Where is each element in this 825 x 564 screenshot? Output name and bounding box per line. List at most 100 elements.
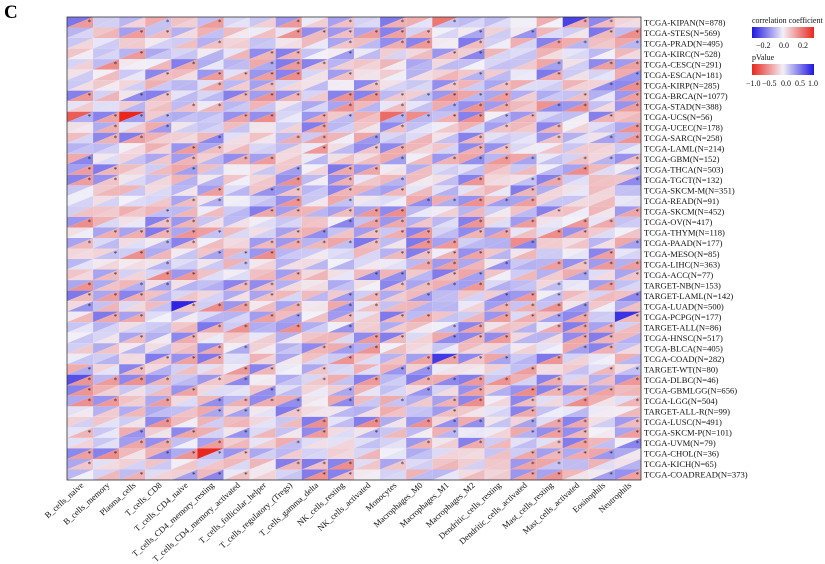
significance-star: * bbox=[557, 103, 561, 111]
heatmap-cell-corr bbox=[614, 448, 641, 459]
heatmap-cell-pvalue bbox=[327, 164, 354, 175]
heatmap-cell-pvalue bbox=[588, 374, 615, 386]
significance-star: * bbox=[479, 29, 483, 37]
heatmap-cell-pvalue bbox=[223, 259, 250, 270]
heatmap-cell-pvalue bbox=[275, 206, 302, 217]
heatmap-cell-corr bbox=[536, 122, 563, 133]
heatmap-cell-pvalue bbox=[614, 122, 641, 133]
significance-star: * bbox=[505, 303, 509, 311]
significance-star: * bbox=[218, 450, 222, 458]
heatmap-cell-corr bbox=[380, 353, 407, 365]
heatmap-cell-pvalue bbox=[119, 69, 146, 81]
heatmap-cell-corr bbox=[380, 280, 407, 291]
heatmap-cell-pvalue bbox=[588, 216, 615, 228]
heatmap-cell-corr bbox=[510, 206, 537, 217]
heatmap-cell-pvalue bbox=[614, 448, 641, 459]
heatmap-cell-corr bbox=[614, 17, 641, 28]
heatmap-cell-pvalue bbox=[536, 395, 563, 407]
heatmap-cell-pvalue bbox=[406, 48, 433, 60]
heatmap-cell-pvalue bbox=[327, 311, 354, 323]
heatmap-cell-corr bbox=[432, 227, 459, 238]
heatmap-cell-pvalue bbox=[301, 269, 328, 281]
heatmap-cell-pvalue bbox=[327, 111, 354, 123]
heatmap-cell-corr bbox=[301, 311, 328, 323]
significance-star: * bbox=[531, 460, 535, 468]
heatmap-cell-pvalue bbox=[354, 48, 381, 60]
heatmap-cell-pvalue bbox=[562, 280, 589, 291]
heatmap-cell-pvalue bbox=[510, 195, 537, 207]
significance-star: * bbox=[401, 176, 405, 184]
heatmap-cell-pvalue bbox=[223, 80, 250, 91]
row-label: TCGA-READ(N=91) bbox=[644, 196, 719, 206]
heatmap-cell-pvalue bbox=[562, 143, 589, 154]
heatmap-cell-corr bbox=[614, 353, 641, 365]
heatmap-cell-corr bbox=[562, 80, 589, 91]
heatmap-cell-corr bbox=[406, 469, 433, 480]
significance-star: * bbox=[427, 229, 431, 237]
heatmap-cell-pvalue bbox=[406, 385, 433, 396]
heatmap-cell-corr bbox=[119, 27, 146, 39]
significance-star: * bbox=[218, 250, 222, 258]
heatmap-cell-corr bbox=[301, 416, 328, 428]
heatmap-cell-corr bbox=[432, 322, 459, 333]
heatmap-cell-pvalue bbox=[223, 374, 250, 386]
significance-star: * bbox=[296, 71, 300, 79]
heatmap-cell-corr bbox=[301, 469, 328, 480]
heatmap-cell-pvalue bbox=[380, 101, 407, 112]
heatmap-cell-corr bbox=[327, 206, 354, 217]
heatmap-cell-pvalue bbox=[145, 364, 172, 375]
heatmap-cell-corr bbox=[380, 374, 407, 386]
heatmap-cell-pvalue bbox=[223, 248, 250, 260]
significance-star: * bbox=[583, 450, 587, 458]
significance-star: * bbox=[479, 134, 483, 142]
heatmap-cell-corr bbox=[354, 343, 381, 354]
heatmap-cell-corr bbox=[301, 364, 328, 375]
heatmap-cell-corr bbox=[536, 395, 563, 407]
heatmap-cell-pvalue bbox=[249, 301, 276, 312]
heatmap-cell-corr bbox=[588, 38, 615, 49]
heatmap-cell-pvalue bbox=[119, 185, 146, 196]
heatmap-cell-corr bbox=[275, 69, 302, 81]
heatmap-cell-pvalue bbox=[301, 311, 328, 323]
heatmap-cell-pvalue bbox=[249, 38, 276, 49]
heatmap-cell-pvalue bbox=[588, 416, 615, 428]
heatmap-cell-pvalue bbox=[275, 195, 302, 207]
significance-star: * bbox=[427, 197, 431, 205]
heatmap-cell-corr bbox=[510, 38, 537, 49]
heatmap-cell-pvalue bbox=[327, 364, 354, 375]
heatmap-cell-pvalue bbox=[380, 322, 407, 333]
significance-star: * bbox=[505, 313, 509, 321]
significance-star: * bbox=[609, 19, 613, 27]
heatmap-cell-corr bbox=[432, 416, 459, 428]
heatmap-cell-pvalue bbox=[327, 280, 354, 291]
heatmap-cell-corr bbox=[562, 322, 589, 333]
heatmap-cell-pvalue bbox=[614, 27, 641, 39]
heatmap-cell-corr bbox=[588, 216, 615, 228]
heatmap-cell-pvalue bbox=[327, 427, 354, 438]
heatmap-cell-pvalue bbox=[536, 364, 563, 375]
heatmap-cell-pvalue bbox=[67, 322, 94, 333]
heatmap-cell-corr bbox=[223, 353, 250, 365]
heatmap-cell-pvalue bbox=[119, 332, 146, 344]
heatmap-cell-pvalue bbox=[223, 427, 250, 438]
heatmap-cell-corr bbox=[614, 59, 641, 70]
heatmap-cell-pvalue bbox=[614, 59, 641, 70]
heatmap-cell-corr bbox=[327, 343, 354, 354]
heatmap-cell-corr bbox=[484, 216, 511, 228]
heatmap-cell-pvalue bbox=[67, 406, 94, 417]
significance-star: * bbox=[296, 19, 300, 27]
significance-star: * bbox=[322, 429, 326, 437]
heatmap-cell-pvalue bbox=[484, 216, 511, 228]
heatmap-cell-pvalue bbox=[380, 27, 407, 39]
heatmap-cell-corr bbox=[562, 111, 589, 123]
heatmap-cell-corr bbox=[197, 332, 224, 344]
heatmap-cell-pvalue bbox=[458, 132, 485, 144]
heatmap-cell-corr bbox=[301, 48, 328, 60]
heatmap-cell-pvalue bbox=[588, 101, 615, 112]
heatmap-cell-corr bbox=[223, 90, 250, 102]
heatmap-cell-pvalue bbox=[614, 280, 641, 291]
heatmap-cell-corr bbox=[432, 259, 459, 270]
heatmap-cell-pvalue bbox=[171, 174, 198, 186]
significance-star: * bbox=[531, 366, 535, 374]
heatmap-cell-corr bbox=[145, 174, 172, 186]
